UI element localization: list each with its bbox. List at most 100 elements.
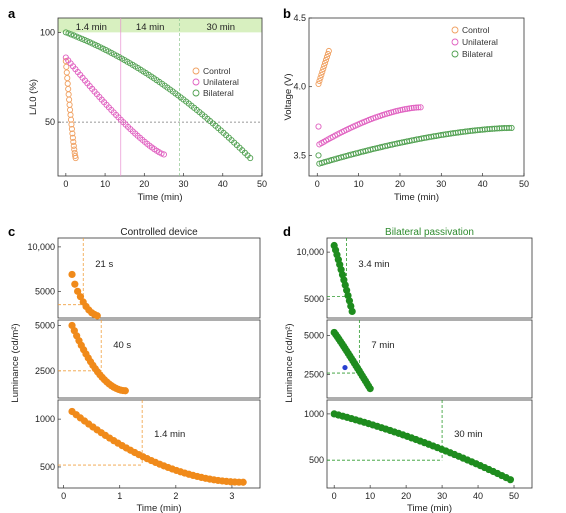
x-tick-label: 10 bbox=[354, 179, 364, 189]
data-point-unilateral bbox=[401, 106, 408, 113]
data-point-unilateral bbox=[315, 123, 322, 130]
x-tick-label: 0 bbox=[332, 491, 337, 501]
subplot-frame bbox=[57, 399, 261, 489]
x-tick-label: 40 bbox=[473, 491, 483, 501]
x-tick-label: 50 bbox=[519, 179, 529, 189]
x-tick-label: 10 bbox=[365, 491, 375, 501]
y-axis-label: Voltage (V) bbox=[283, 74, 294, 121]
half-life-annotation: 40 s bbox=[113, 340, 131, 351]
data-point-control bbox=[323, 53, 331, 61]
legend-marker bbox=[451, 38, 459, 46]
data-point-unilateral bbox=[160, 151, 167, 158]
half-life-annotation: 7 min bbox=[371, 340, 394, 351]
data-point-control bbox=[63, 69, 70, 76]
data-point bbox=[68, 270, 76, 279]
data-point-control bbox=[69, 130, 76, 137]
x-tick-label: 10 bbox=[100, 179, 110, 189]
data-point-control bbox=[70, 142, 77, 149]
data-point-control bbox=[65, 85, 72, 93]
x-tick-label: 0 bbox=[63, 179, 68, 189]
data-point-control bbox=[317, 74, 324, 82]
half-life-annotation: 1.4 min bbox=[154, 429, 185, 440]
data-point-extra bbox=[342, 364, 348, 371]
data-point-control bbox=[318, 71, 325, 79]
data-point-control bbox=[66, 96, 73, 103]
data-point-control bbox=[68, 121, 75, 128]
data-point bbox=[71, 280, 79, 288]
half-life-annotation: 21 s bbox=[95, 259, 113, 270]
y-axis-label: Luminance (cd/m²) bbox=[284, 323, 295, 402]
y-axis-label: Luminance (cd/m²) bbox=[10, 323, 21, 402]
legend-marker bbox=[192, 89, 200, 97]
data-point bbox=[506, 476, 515, 484]
x-tick-label: 0 bbox=[315, 179, 320, 189]
legend-marker bbox=[451, 26, 459, 34]
legend-marker bbox=[192, 67, 200, 75]
band-label: 1.4 min bbox=[76, 22, 107, 33]
subplot-frame bbox=[326, 237, 533, 319]
y-tick-label: 5000 bbox=[35, 320, 55, 330]
data-point-control bbox=[316, 77, 323, 85]
y-tick-label: 100 bbox=[40, 27, 55, 37]
data-point-control bbox=[72, 154, 79, 162]
data-point-unilateral bbox=[395, 107, 402, 114]
legend-marker bbox=[451, 50, 459, 58]
panel-letter-b: b bbox=[283, 6, 291, 21]
data-point-control bbox=[70, 138, 77, 145]
y-tick-label: 1000 bbox=[35, 414, 55, 424]
data-point-control bbox=[67, 111, 74, 118]
legend-marker bbox=[192, 78, 200, 86]
x-tick-label: 20 bbox=[139, 179, 149, 189]
data-point-bilateral bbox=[68, 31, 75, 38]
x-tick-label: 1 bbox=[117, 491, 122, 501]
panel-title: Controlled device bbox=[120, 227, 198, 238]
plot-frame bbox=[57, 17, 263, 177]
data-point-bilateral bbox=[247, 154, 254, 162]
x-tick-label: 20 bbox=[395, 179, 405, 189]
x-tick-label: 50 bbox=[257, 179, 267, 189]
half-life-annotation: 30 min bbox=[454, 429, 483, 440]
data-point-control bbox=[319, 68, 326, 76]
data-point-bilateral bbox=[62, 29, 69, 36]
data-point bbox=[121, 387, 129, 395]
data-point bbox=[239, 478, 247, 486]
y-tick-label: 2500 bbox=[304, 370, 324, 380]
data-point-bilateral bbox=[73, 33, 80, 40]
x-tick-label: 40 bbox=[218, 179, 228, 189]
data-point bbox=[74, 287, 82, 295]
y-tick-label: 10,000 bbox=[296, 247, 324, 257]
subplot-frame bbox=[326, 399, 533, 489]
panel-b-chart: 0 10 20 30 40 50 3.5 4.0 4.5 Time (min) Voltage (V… bbox=[283, 13, 529, 203]
data-point-control bbox=[324, 50, 331, 58]
data-point-unilateral bbox=[410, 104, 417, 111]
data-point-unilateral bbox=[417, 104, 424, 111]
data-point-unilateral bbox=[397, 107, 404, 114]
x-tick-label: 30 bbox=[436, 179, 446, 189]
data-point bbox=[348, 307, 356, 316]
data-point-control bbox=[315, 80, 322, 87]
time-band bbox=[58, 18, 121, 33]
x-axis-label: Time (min) bbox=[407, 503, 452, 513]
time-band bbox=[120, 18, 180, 33]
data-point-unilateral bbox=[406, 105, 413, 112]
x-tick-label: 2 bbox=[173, 491, 178, 501]
data-point-control bbox=[66, 101, 73, 108]
y-tick-label: 500 bbox=[309, 455, 324, 465]
band-label: 30 min bbox=[207, 22, 236, 33]
panel-letter-a: a bbox=[8, 6, 16, 21]
panel-a-chart: 1.4 min 14 min 30 min 0 10 20 30 40 50 50 100 Time … bbox=[28, 17, 267, 203]
panel-letter-d: d bbox=[283, 224, 291, 239]
x-tick-label: 30 bbox=[437, 491, 447, 501]
data-point-control bbox=[62, 58, 69, 65]
subplot-frame bbox=[326, 319, 533, 399]
legend-entry: Bilateral bbox=[462, 49, 493, 59]
data-point-control bbox=[66, 106, 74, 113]
y-tick-label: 3.5 bbox=[293, 150, 306, 160]
data-point-control bbox=[325, 47, 332, 55]
data-point-control bbox=[71, 146, 78, 153]
subplot-frame bbox=[57, 319, 261, 399]
panel-title: Bilateral passivation bbox=[385, 227, 474, 238]
